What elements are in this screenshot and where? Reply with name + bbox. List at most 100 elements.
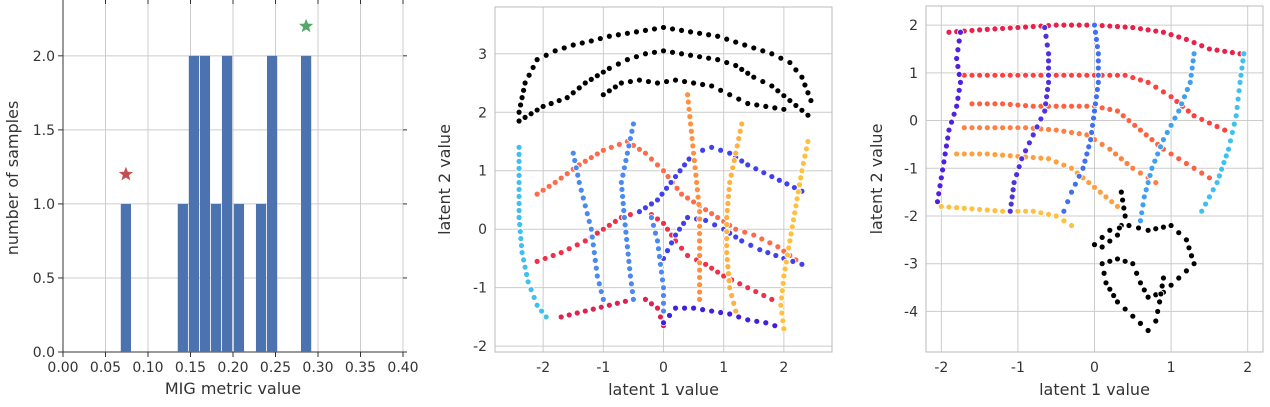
scatter-point — [801, 81, 809, 89]
scatter-point — [551, 47, 559, 55]
scatter-point — [1186, 78, 1194, 86]
histogram-bar — [177, 203, 188, 352]
scatter-point — [563, 94, 571, 102]
scatter-point — [680, 219, 687, 227]
scatter-point — [521, 263, 529, 271]
scatter-point — [587, 37, 595, 45]
scatter-point — [976, 150, 984, 158]
scatter-point — [1144, 26, 1152, 34]
scatter-point — [557, 313, 565, 321]
scatter-point — [1029, 207, 1037, 215]
scatter-point — [1091, 241, 1098, 249]
scatter-point — [699, 81, 707, 88]
scatter-point — [1006, 24, 1014, 32]
scatter-point — [1022, 124, 1029, 132]
scatter-point — [692, 171, 700, 179]
scatter-point — [515, 214, 523, 221]
scatter-point — [623, 29, 631, 37]
scatter-point — [693, 186, 701, 194]
scatter-point — [778, 287, 786, 295]
scatter-point — [983, 150, 991, 158]
scatter-point — [599, 146, 607, 154]
scatter-point — [774, 87, 782, 95]
x-tick-label: 0 — [659, 360, 668, 376]
scatter-point — [1106, 257, 1114, 265]
scatter-point — [940, 158, 948, 166]
scatter-point — [1043, 41, 1051, 49]
scatter-point — [711, 221, 719, 229]
scatter-point — [1198, 169, 1206, 177]
scatter-point — [621, 297, 629, 305]
scatter-point — [708, 307, 716, 315]
y-axis-label: latent 2 value — [435, 124, 454, 235]
x-tick-label: -1 — [596, 360, 610, 376]
scatter-point — [642, 50, 649, 58]
scatter-point — [1052, 102, 1060, 110]
scatter-point — [517, 235, 525, 242]
scatter-point — [955, 71, 963, 78]
scatter-point — [681, 304, 688, 312]
scatter-point — [660, 167, 667, 175]
scatter-point — [684, 214, 691, 221]
scatter-point — [792, 66, 800, 74]
scatter-point — [1006, 207, 1014, 215]
scatter-point — [723, 242, 731, 249]
scatter-point — [1152, 225, 1160, 233]
scatter-point — [760, 169, 768, 177]
scatter-point — [654, 161, 661, 169]
scatter-point — [744, 161, 752, 169]
scatter-point — [732, 307, 740, 315]
scatter-point — [1006, 124, 1014, 132]
scatter-point — [800, 160, 807, 167]
scatter-point — [1205, 193, 1213, 201]
x-tick-label: 0.05 — [90, 360, 121, 376]
scatter-point — [968, 71, 976, 79]
scatter-point — [618, 186, 626, 193]
scatter-point — [1088, 129, 1096, 136]
scatter-point — [581, 157, 589, 165]
scatter-point — [768, 50, 776, 58]
scatter-point — [789, 257, 797, 265]
scatter-point — [1075, 71, 1083, 79]
scatter-point — [1160, 136, 1167, 144]
scatter-point — [648, 214, 655, 221]
scatter-point — [642, 149, 649, 157]
scatter-point — [686, 113, 694, 121]
scatter-point — [648, 300, 655, 308]
scatter-point — [1064, 198, 1072, 206]
scatter-point — [1175, 155, 1183, 163]
scatter-point — [1114, 71, 1121, 79]
scatter-point — [714, 214, 722, 221]
scatter-point — [991, 100, 999, 108]
scatter-point — [605, 301, 613, 309]
histogram-bar — [301, 55, 312, 353]
scatter-point — [690, 157, 698, 164]
scatter-point — [784, 251, 791, 259]
scatter-point — [565, 311, 573, 319]
scatter-point — [1100, 269, 1108, 277]
scatter-point — [727, 171, 735, 179]
scatter-point — [772, 252, 780, 259]
scatter-point — [521, 79, 529, 87]
scatter-point — [968, 205, 976, 213]
scatter-point — [523, 271, 530, 278]
scatter-point — [657, 260, 664, 268]
scatter-point — [735, 135, 743, 142]
scatter-point — [696, 266, 704, 274]
x-axis-label: MIG metric value — [165, 379, 301, 398]
scatter-point — [620, 214, 628, 221]
scatter-point — [968, 27, 976, 34]
scatter-point — [764, 249, 772, 256]
scatter-point — [623, 236, 631, 243]
scatter-point — [943, 142, 950, 150]
scatter-point — [1160, 274, 1167, 282]
scatter-point — [738, 120, 746, 128]
scatter-point — [702, 217, 710, 224]
scatter-point — [660, 307, 667, 315]
scatter-point — [1022, 207, 1029, 215]
scatter-point — [530, 294, 538, 301]
scatter-point — [955, 37, 963, 45]
scatter-point — [617, 79, 625, 87]
scatter-point — [1042, 32, 1050, 40]
scatter-point — [787, 230, 795, 238]
